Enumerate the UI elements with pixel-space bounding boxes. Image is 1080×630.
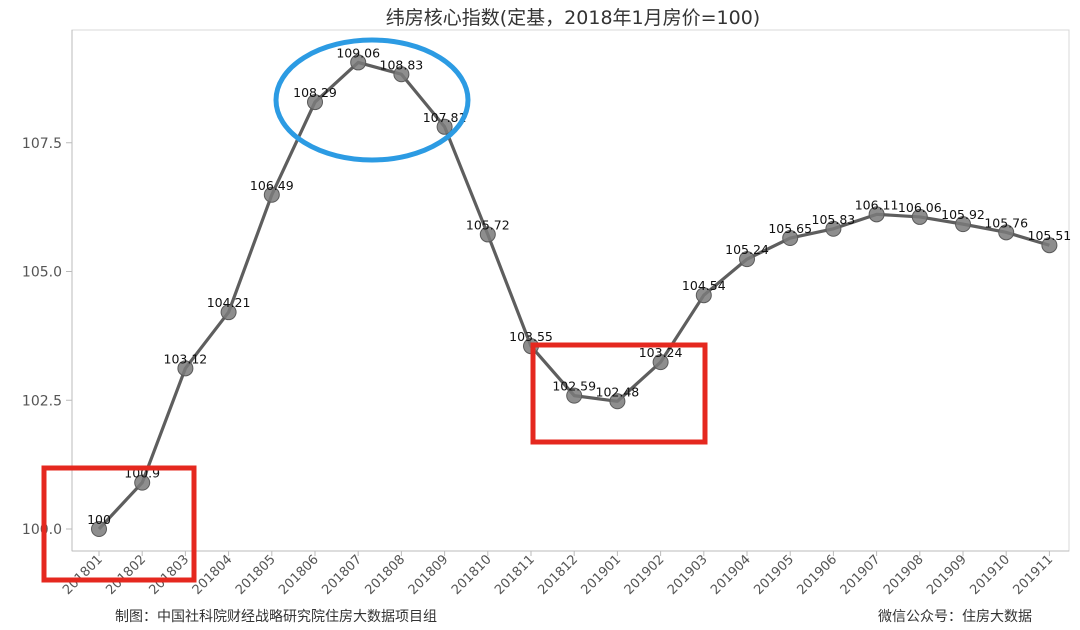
- x-tick-label: 201907: [838, 552, 884, 598]
- x-tick-label: 201910: [967, 552, 1013, 598]
- data-point: [868, 206, 885, 223]
- x-tick-label: 201812: [535, 552, 581, 598]
- x-tick-label: 201810: [449, 552, 495, 598]
- data-point: [998, 224, 1015, 241]
- x-tick-label: 201811: [492, 552, 538, 598]
- data-point: [350, 54, 367, 71]
- chart-title: 纬房核心指数(定基，2018年1月房价=100): [386, 7, 760, 29]
- highlight-rect-start: [41, 465, 197, 583]
- data-point: [307, 94, 323, 111]
- x-tick-label: 201803: [147, 552, 193, 598]
- data-point: [177, 360, 194, 377]
- x-tick-label: 201808: [363, 552, 409, 598]
- data-label: 105.24: [725, 242, 769, 257]
- data-point: [263, 186, 280, 203]
- data-label: 103.24: [639, 345, 683, 360]
- highlight-annotations: [41, 37, 708, 583]
- x-tick-label: 201909: [924, 552, 970, 598]
- x-tick-label: 201904: [708, 552, 754, 598]
- data-label: 105.65: [768, 221, 812, 236]
- x-tick-label: 201807: [319, 552, 365, 598]
- data-label: 102.48: [596, 384, 640, 399]
- data-point: [393, 66, 410, 83]
- footer-wechat: 微信公众号：住房大数据: [878, 609, 1032, 625]
- x-tick-label: 201911: [1011, 552, 1057, 598]
- footer-credit: 制图：中国社科院财经战略研究院住房大数据项目组: [115, 609, 437, 625]
- data-label: 100: [87, 512, 111, 527]
- x-tick-label: 201802: [103, 552, 149, 598]
- data-point: [91, 521, 107, 537]
- data-label: 105.72: [466, 217, 510, 232]
- data-label: 105.92: [941, 207, 985, 222]
- x-tick-label: 201806: [276, 552, 322, 598]
- plot-panel-border: [71, 29, 1070, 552]
- data-labels: 100100.9103.12104.21106.49108.29109.0610…: [87, 45, 1071, 527]
- line-chart: 纬房核心指数(定基，2018年1月房价=100) 100.0102.5105.0…: [22, 7, 1071, 598]
- data-label: 102.59: [552, 379, 596, 394]
- x-tick-label: 201901: [579, 552, 625, 598]
- data-point: [566, 387, 583, 404]
- x-tick-label: 201903: [665, 552, 711, 598]
- data-label: 104.21: [207, 295, 251, 310]
- x-axis-ticks: 2018012018022018032018042018052018062018…: [60, 551, 1056, 598]
- data-label: 104.54: [682, 278, 726, 293]
- x-tick-label: 201902: [622, 552, 668, 598]
- data-point: [955, 216, 971, 233]
- data-point: [1041, 237, 1058, 254]
- highlight-rect-trough: [530, 342, 708, 445]
- y-tick-label: 102.5: [22, 393, 62, 409]
- x-tick-label: 201804: [190, 552, 236, 598]
- y-tick-label: 107.5: [22, 136, 62, 152]
- data-point: [695, 287, 712, 304]
- data-label: 106.49: [250, 178, 294, 193]
- data-label: 105.83: [812, 212, 856, 227]
- highlight-ellipse-peak: [273, 37, 471, 163]
- data-label: 107.81: [423, 110, 467, 125]
- data-point: [782, 230, 799, 247]
- data-label: 108.83: [380, 57, 424, 72]
- x-tick-label: 201906: [795, 552, 841, 598]
- x-tick-label: 201908: [881, 552, 927, 598]
- data-label: 108.29: [293, 85, 337, 100]
- data-label: 103.55: [509, 329, 553, 344]
- x-tick-label: 201905: [751, 552, 797, 598]
- data-label: 105.51: [1028, 228, 1072, 243]
- data-point: [652, 354, 669, 371]
- data-point: [739, 251, 755, 268]
- data-points: [91, 54, 1058, 537]
- data-point: [911, 208, 928, 225]
- y-tick-label: 105.0: [22, 265, 62, 281]
- data-point: [479, 226, 496, 243]
- data-point: [609, 393, 626, 410]
- data-label: 103.12: [164, 351, 208, 366]
- data-point: [436, 118, 453, 135]
- data-label: 106.11: [855, 197, 899, 212]
- data-label: 109.06: [336, 45, 380, 60]
- data-label: 106.06: [898, 200, 942, 215]
- x-tick-label: 201801: [60, 552, 106, 598]
- data-point: [134, 474, 151, 491]
- data-point: [220, 304, 237, 321]
- x-tick-label: 201809: [406, 552, 452, 598]
- x-tick-label: 201805: [233, 552, 279, 598]
- data-point: [825, 220, 842, 237]
- data-label: 105.76: [984, 215, 1028, 230]
